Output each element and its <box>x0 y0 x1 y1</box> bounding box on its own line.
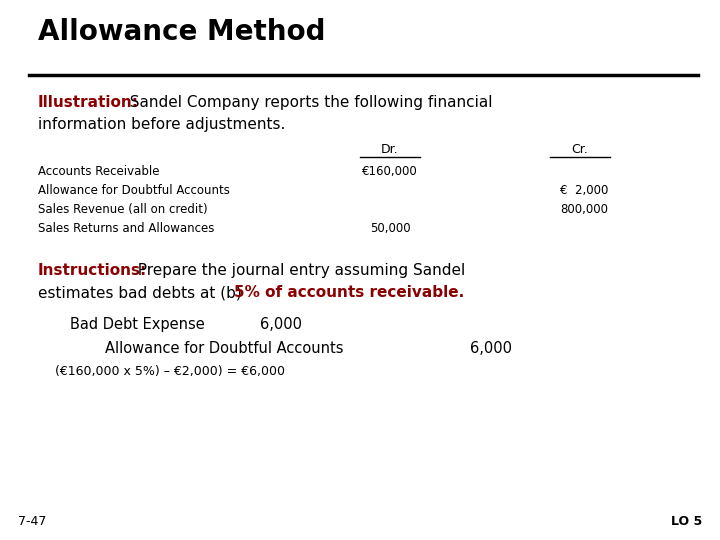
Text: Illustration:: Illustration: <box>38 95 139 110</box>
Text: information before adjustments.: information before adjustments. <box>38 117 285 132</box>
Text: Accounts Receivable: Accounts Receivable <box>38 165 160 178</box>
Text: Cr.: Cr. <box>572 143 588 156</box>
Text: €160,000: €160,000 <box>362 165 418 178</box>
Text: Sales Returns and Allowances: Sales Returns and Allowances <box>38 222 215 235</box>
Text: 6,000: 6,000 <box>470 341 512 356</box>
Text: (€160,000 x 5%) – €2,000) = €6,000: (€160,000 x 5%) – €2,000) = €6,000 <box>55 365 285 378</box>
Text: Allowance for Doubtful Accounts: Allowance for Doubtful Accounts <box>105 341 343 356</box>
Text: Dr.: Dr. <box>381 143 399 156</box>
Text: 800,000: 800,000 <box>560 203 608 216</box>
Text: Allowance for Doubtful Accounts: Allowance for Doubtful Accounts <box>38 184 230 197</box>
Text: LO 5: LO 5 <box>671 515 702 528</box>
Text: 7-47: 7-47 <box>18 515 46 528</box>
Text: Bad Debt Expense: Bad Debt Expense <box>70 317 204 332</box>
Text: Sandel Company reports the following financial: Sandel Company reports the following fin… <box>120 95 492 110</box>
Text: 5% of accounts receivable.: 5% of accounts receivable. <box>234 285 464 300</box>
Text: Instructions:: Instructions: <box>38 263 148 278</box>
Text: €  2,000: € 2,000 <box>559 184 608 197</box>
Text: estimates bad debts at (b): estimates bad debts at (b) <box>38 285 247 300</box>
Text: 6,000: 6,000 <box>260 317 302 332</box>
Text: 50,000: 50,000 <box>369 222 410 235</box>
Text: Allowance Method: Allowance Method <box>38 18 325 46</box>
Text: Sales Revenue (all on credit): Sales Revenue (all on credit) <box>38 203 207 216</box>
Text: Prepare the journal entry assuming Sandel: Prepare the journal entry assuming Sande… <box>128 263 465 278</box>
